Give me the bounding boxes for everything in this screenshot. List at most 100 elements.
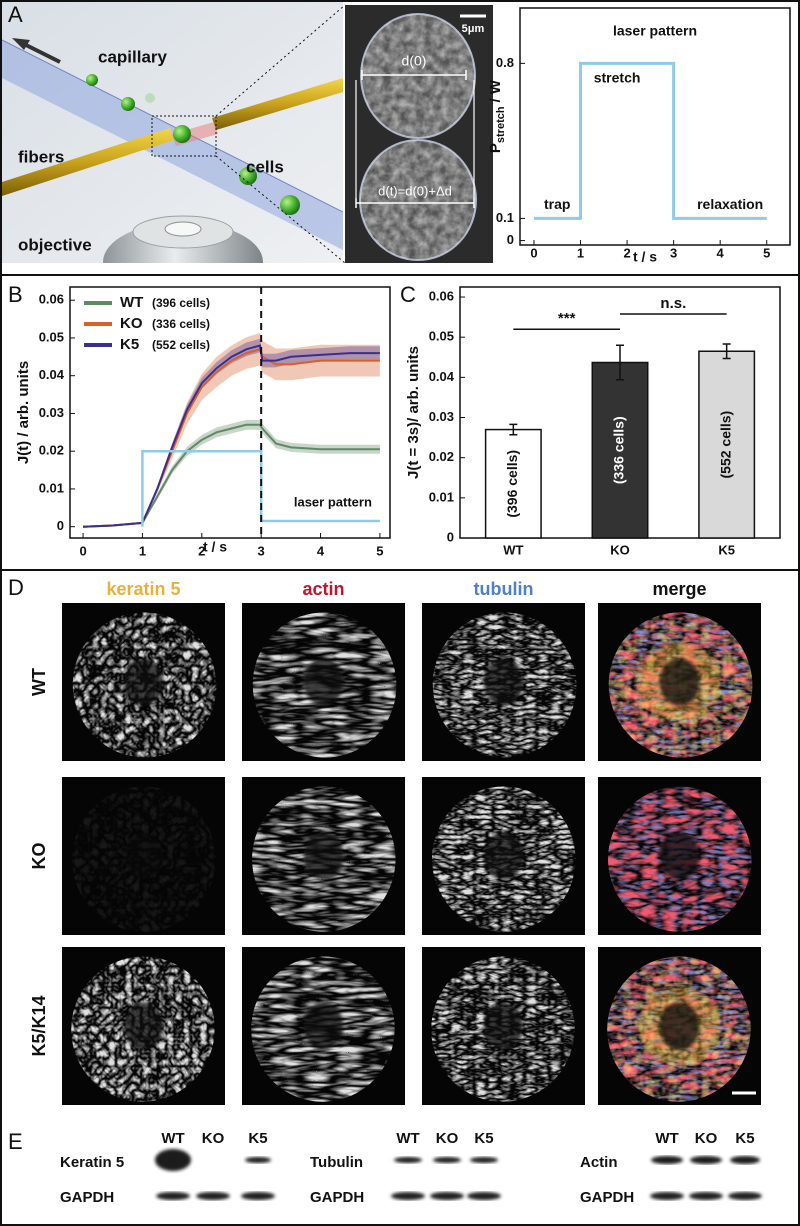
legend-label: KO: [120, 315, 143, 332]
chart-title: laser pattern: [613, 23, 697, 39]
chart: 0 0.01 0.02 0.03 0.04 0.05 0.06 WT (396 cells) KO…: [405, 286, 781, 557]
nucleus: [303, 1002, 344, 1050]
nucleus: [483, 658, 524, 706]
significance-label: ***: [558, 310, 576, 327]
x-tick-label: K5: [718, 542, 735, 557]
cell: [86, 74, 98, 86]
micrograph-tile: [62, 603, 225, 761]
bar-label: (336 cells): [611, 416, 627, 484]
x-tick-label: 2: [623, 245, 630, 260]
cell: [145, 93, 155, 103]
blot-control: GAPDH: [580, 1189, 634, 1206]
y-axis-subscript: stretch: [495, 106, 507, 143]
nucleus: [483, 832, 524, 880]
control-band: [196, 1192, 230, 1200]
chart: 0 0.01 0.02 0.03 0.04 0.05 0.06 0 1 2 3 4 5 laser pat…: [15, 286, 391, 558]
cell: [280, 195, 300, 215]
control-band: [467, 1192, 501, 1200]
control-band: [391, 1192, 425, 1200]
cell: [239, 167, 257, 185]
y-tick-label: 0.05: [39, 329, 64, 344]
cell-texture: [360, 140, 476, 260]
y-tick-label: 0.8: [496, 55, 514, 70]
micrograph-tile: [598, 947, 761, 1105]
nucleus: [659, 658, 700, 706]
x-tick-label: 5: [763, 245, 770, 260]
nucleus: [123, 832, 164, 880]
x-tick-label: 3: [670, 245, 677, 260]
error-bar: [722, 343, 731, 360]
y-tick-label: 0: [57, 518, 64, 533]
annotation: trap: [544, 196, 570, 212]
bar-label: (552 cells): [717, 411, 733, 479]
x-tick-label: 0: [530, 245, 537, 260]
blot-protein: Keratin 5: [60, 1154, 124, 1171]
nucleus: [303, 658, 344, 706]
column-header: keratin 5: [106, 579, 180, 599]
column-header: actin: [302, 579, 344, 599]
blot-band: [651, 1156, 683, 1164]
panel-label: C: [400, 282, 416, 307]
laser-label: laser pattern: [294, 494, 372, 509]
legend-note: (552 cells): [152, 338, 210, 352]
lane-label: WT: [655, 1130, 678, 1147]
nucleus: [123, 658, 164, 706]
legend-note: (396 cells): [152, 296, 210, 310]
illustration-label: fibers: [18, 147, 64, 166]
blot-band: [730, 1156, 760, 1164]
y-tick-label: 0.05: [429, 329, 454, 344]
legend-label: K5: [120, 336, 139, 353]
lane-label: KO: [695, 1130, 718, 1147]
lane-label: K5: [735, 1130, 754, 1147]
illustration-label: cells: [246, 157, 284, 176]
guide-line: [355, 80, 475, 198]
micrograph-label: d(0): [402, 53, 427, 69]
laser-line: [141, 449, 380, 527]
y-tick-label: 0.01: [39, 480, 64, 495]
y-axis-label: Pstretch / W: [487, 79, 507, 153]
cell-texture: [361, 14, 475, 138]
bar: [484, 428, 542, 539]
y-tick-label: 0: [507, 232, 514, 247]
legend-label: WT: [120, 294, 143, 311]
diameter-bracket: [361, 70, 467, 80]
x-tick-label: 4: [717, 245, 725, 260]
cell: [173, 125, 191, 143]
nucleus: [303, 832, 344, 880]
series-line: [83, 344, 380, 528]
scale-bar-label: 5μm: [462, 23, 485, 35]
blot-control: GAPDH: [310, 1189, 364, 1206]
row-label: K5/K14: [29, 995, 49, 1056]
blot-control: GAPDH: [60, 1189, 114, 1206]
y-tick-label: 0.06: [429, 288, 454, 303]
blot-band: [155, 1149, 191, 1171]
y-axis-symbol: P: [487, 143, 504, 153]
x-tick-label: 4: [317, 543, 325, 558]
y-tick-label: 0.03: [39, 405, 64, 420]
micrograph-label: d(t)=d(0)+Δd: [378, 183, 452, 198]
blot-band: [433, 1157, 461, 1163]
y-tick-label: 0: [447, 529, 454, 544]
y-tick-label: 0.04: [39, 367, 65, 382]
x-tick-label: 1: [577, 245, 584, 260]
lane-label: WT: [396, 1130, 419, 1147]
control-band: [156, 1192, 190, 1200]
y-axis-label: J(t = 3s)/ arb. units: [405, 346, 422, 479]
nucleus: [123, 1002, 164, 1050]
lane-label: WT: [161, 1130, 184, 1147]
y-axis-unit: / W: [487, 79, 504, 102]
micrograph-tile: [422, 777, 585, 935]
series-line: [83, 423, 380, 528]
blot-band: [470, 1157, 498, 1163]
x-tick-label: 3: [258, 543, 265, 558]
y-tick-label: 0.1: [496, 210, 514, 225]
objective-lens: [164, 221, 202, 237]
capillary-edge: [2, 39, 343, 213]
micrograph-tile: [242, 603, 405, 761]
x-tick-label: 0: [79, 543, 86, 558]
y-tick-label: 0.02: [429, 449, 454, 464]
diameter-bracket: [355, 198, 475, 208]
illustration-label: capillary: [98, 47, 168, 66]
